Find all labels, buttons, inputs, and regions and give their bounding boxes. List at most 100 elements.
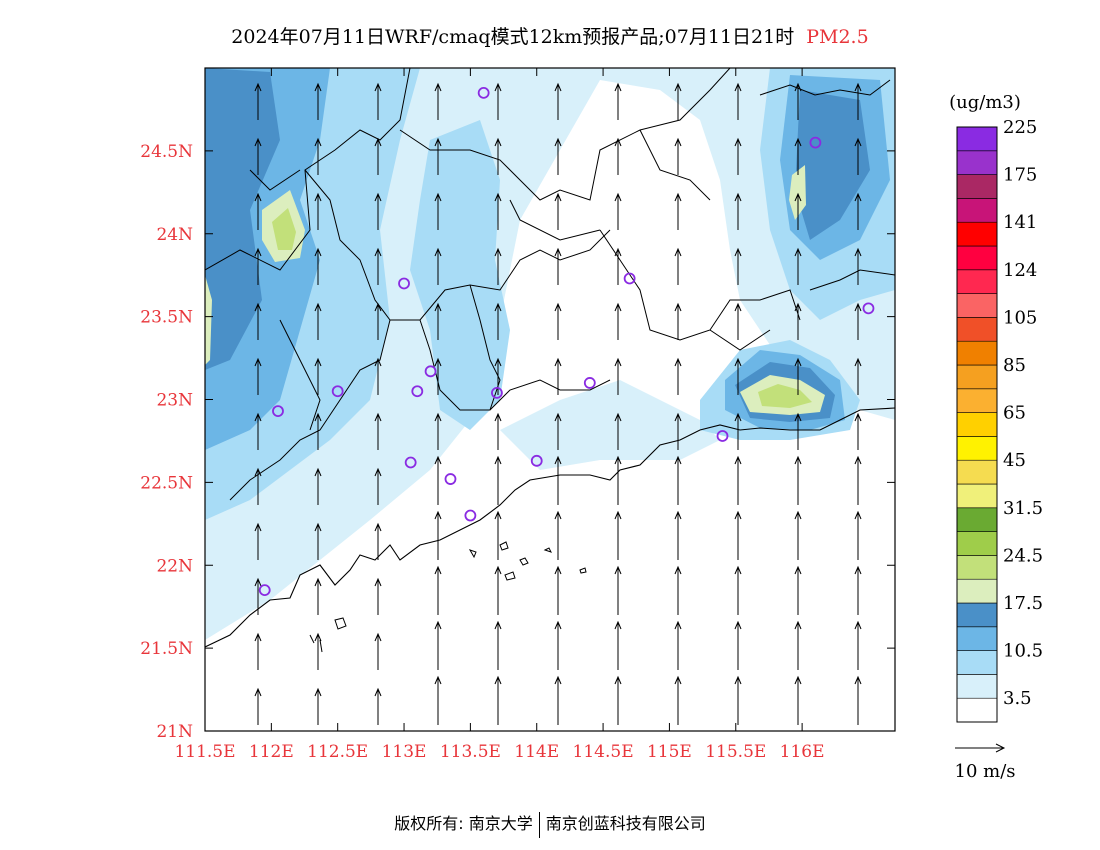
wind-arrow [854,137,862,175]
wind-arrow [614,82,622,120]
wind-arrow [434,302,442,340]
longitude-label: 116E [780,742,825,762]
wind-legend-label: 10 m/s [955,761,1016,782]
colorbar-swatch [956,150,998,175]
wind-arrow [314,687,322,725]
wind-arrow [494,675,502,725]
wind-arrow [614,137,622,175]
wind-arrow [254,687,262,725]
latitude-label: 22.5N [140,473,193,493]
wind-arrow [854,302,862,340]
wind-arrow [554,620,562,670]
field-light-blue-south [500,380,720,470]
wind-arrow [254,357,262,395]
wind-arrow [314,302,322,340]
station-marker [444,473,457,485]
wind-arrow [254,467,262,505]
field-green-edge [205,275,212,365]
wind-arrow [794,357,802,395]
colorbar-label: 10.5 [1003,641,1043,662]
colorbar-label: 175 [1003,165,1037,186]
longitude-label: 111.5E [174,742,235,762]
wind-arrow [434,412,442,450]
wind-arrow [434,565,442,615]
wind-arrow [374,632,382,670]
wind-arrow [854,455,862,505]
wind-arrow [254,192,262,230]
colorbar-swatch [956,364,998,390]
wind-arrow [494,247,502,285]
colorbar-frame [956,126,998,723]
wind-arrow [494,302,502,340]
colorbar-label: 24.5 [1003,545,1043,566]
wind-arrow [314,82,322,120]
wind-arrow [734,565,742,615]
field-dark-blue-ne [795,90,870,240]
wind-arrow [734,620,742,670]
colorbar-swatch [956,555,998,580]
wind-arrow [614,302,622,340]
colorbar [956,126,998,723]
wind-arrow [314,467,322,505]
wind-arrow [614,510,622,560]
wind-arrow [734,357,742,395]
wind-arrow [734,137,742,175]
wind-arrow [494,510,502,560]
wind-arrow [794,455,802,505]
latitude-label: 24N [156,225,193,245]
wind-arrow [674,620,682,670]
wind-arrow [554,302,562,340]
wind-arrow [554,565,562,615]
wind-arrow [854,565,862,615]
wind-arrow [854,412,862,450]
wind-arrow [734,510,742,560]
wind-arrow [674,137,682,175]
colorbar-label: 124 [1003,260,1037,281]
field-green-west-inner [272,208,296,250]
coastline [205,407,895,648]
wind-arrow [614,565,622,615]
colorbar-swatch [956,674,998,699]
longitude-label: 113.5E [440,742,501,762]
wind-arrow [674,412,682,450]
wind-arrow [554,82,562,120]
latitude-label: 24.5N [140,142,193,162]
longitude-label: 115.5E [705,742,766,762]
wind-arrow [374,82,382,120]
wind-arrow [794,565,802,615]
wind-arrow [674,565,682,615]
wind-arrow [374,247,382,285]
latitude-label: 22N [156,556,193,576]
station-marker [862,302,875,315]
longitude-label: 114.5E [573,742,634,762]
wind-arrow [314,632,322,670]
station-marker [404,456,417,469]
wind-arrow [674,357,682,395]
wind-arrow [374,302,382,340]
colorbar-swatch [956,198,998,223]
colorbar-swatch [956,697,998,723]
wind-arrow [794,510,802,560]
wind-arrow [494,137,502,175]
axis-ticks [204,68,895,732]
wind-arrow [614,455,622,505]
station-marker [583,377,596,389]
wind-arrow [434,247,442,285]
wind-arrow [554,247,562,285]
colorbar-swatch [956,578,998,604]
wind-arrow [494,192,502,230]
longitude-label: 113E [382,742,427,762]
wind-arrow [614,620,622,670]
wind-arrow [854,82,862,120]
wind-arrow [494,357,502,395]
wind-arrow [314,247,322,285]
latitude-labels: 24.5N 24N 23.5N 23N 22.5N 22N 21.5N 21N [140,142,193,742]
wind-arrow [254,137,262,175]
colorbar-label: 45 [1003,450,1026,471]
colorbar-swatch [956,412,998,437]
wind-arrow [794,302,802,340]
colorbar-label: 3.5 [1003,688,1032,709]
wind-arrow [554,137,562,175]
footer-separator [538,811,540,838]
wind-arrow [434,510,442,560]
